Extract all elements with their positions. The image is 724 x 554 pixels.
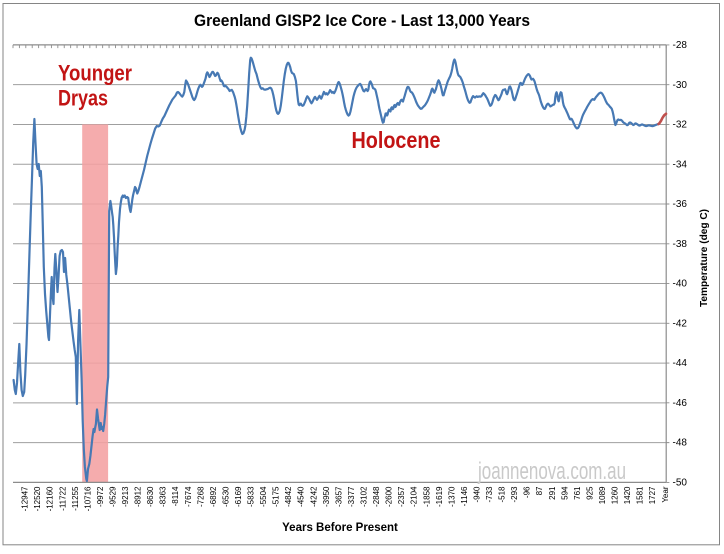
svg-text:-7674: -7674 <box>184 486 193 507</box>
svg-text:-293: -293 <box>510 486 519 503</box>
svg-text:-1858: -1858 <box>422 486 431 507</box>
svg-text:joannenova.com.au: joannenova.com.au <box>477 458 626 485</box>
svg-text:1420: 1420 <box>623 486 632 504</box>
svg-text:-38: -38 <box>673 239 688 250</box>
svg-text:-9972: -9972 <box>96 486 105 507</box>
svg-text:Greenland GISP2 Ice Core - Las: Greenland GISP2 Ice Core - Last 13,000 Y… <box>194 11 530 30</box>
svg-text:-3102: -3102 <box>360 486 369 507</box>
svg-text:-8114: -8114 <box>171 486 180 506</box>
svg-text:-2357: -2357 <box>397 486 406 507</box>
svg-text:-50: -50 <box>673 478 688 489</box>
svg-text:-2104: -2104 <box>410 486 419 507</box>
svg-text:-8630: -8630 <box>146 486 155 507</box>
svg-text:-1146: -1146 <box>460 486 469 506</box>
svg-text:Holocene: Holocene <box>352 127 441 153</box>
svg-text:-48: -48 <box>673 438 688 449</box>
svg-text:-11255: -11255 <box>71 486 80 511</box>
svg-text:-3657: -3657 <box>334 486 343 507</box>
svg-text:-11722: -11722 <box>58 486 67 511</box>
svg-text:-42: -42 <box>673 318 688 329</box>
svg-text:1727: 1727 <box>648 486 657 504</box>
svg-text:Dryas: Dryas <box>58 86 108 111</box>
svg-text:-34: -34 <box>673 159 688 170</box>
svg-text:Temperature (deg C): Temperature (deg C) <box>699 209 710 307</box>
svg-text:-4242: -4242 <box>309 486 318 507</box>
svg-text:-30: -30 <box>673 80 688 91</box>
svg-text:-96: -96 <box>523 486 532 498</box>
svg-text:-3377: -3377 <box>347 486 356 507</box>
svg-text:-28: -28 <box>673 40 688 51</box>
svg-text:1089: 1089 <box>598 486 607 504</box>
svg-text:Younger: Younger <box>58 61 132 86</box>
svg-text:925: 925 <box>585 486 594 500</box>
svg-text:-8363: -8363 <box>159 486 168 507</box>
svg-text:-2848: -2848 <box>372 486 381 507</box>
svg-text:-940: -940 <box>473 486 482 503</box>
svg-text:-44: -44 <box>673 358 688 369</box>
svg-text:-32: -32 <box>673 120 688 131</box>
svg-text:-3950: -3950 <box>322 486 331 507</box>
svg-text:-6530: -6530 <box>221 486 230 507</box>
svg-text:Years Before Present: Years Before Present <box>282 522 398 534</box>
svg-text:87: 87 <box>535 486 544 495</box>
svg-text:-1619: -1619 <box>435 486 444 507</box>
svg-text:291: 291 <box>548 486 557 500</box>
svg-text:-12947: -12947 <box>21 486 30 511</box>
svg-text:-9213: -9213 <box>121 486 130 507</box>
svg-text:-12520: -12520 <box>33 486 42 511</box>
svg-text:594: 594 <box>560 486 569 500</box>
svg-text:-2600: -2600 <box>385 486 394 507</box>
svg-text:-5833: -5833 <box>247 486 256 507</box>
svg-text:-6892: -6892 <box>209 486 218 507</box>
svg-text:-5504: -5504 <box>259 486 268 507</box>
svg-text:-12160: -12160 <box>46 486 55 511</box>
svg-text:-40: -40 <box>673 279 688 290</box>
svg-text:-4842: -4842 <box>284 486 293 507</box>
svg-text:-5175: -5175 <box>272 486 281 507</box>
svg-text:-7268: -7268 <box>196 486 205 507</box>
svg-text:Year: Year <box>661 486 670 503</box>
svg-text:-518: -518 <box>498 486 507 503</box>
svg-text:-9529: -9529 <box>109 486 118 507</box>
svg-text:-46: -46 <box>673 398 688 409</box>
svg-text:1581: 1581 <box>636 486 645 504</box>
svg-text:-6169: -6169 <box>234 486 243 507</box>
svg-text:-8912: -8912 <box>134 486 143 507</box>
svg-text:761: 761 <box>573 486 582 500</box>
svg-text:-1370: -1370 <box>447 486 456 507</box>
svg-text:1260: 1260 <box>611 486 620 504</box>
svg-text:-733: -733 <box>485 486 494 503</box>
svg-text:-10716: -10716 <box>83 486 92 511</box>
svg-text:-36: -36 <box>673 199 688 210</box>
svg-text:-4540: -4540 <box>297 486 306 507</box>
